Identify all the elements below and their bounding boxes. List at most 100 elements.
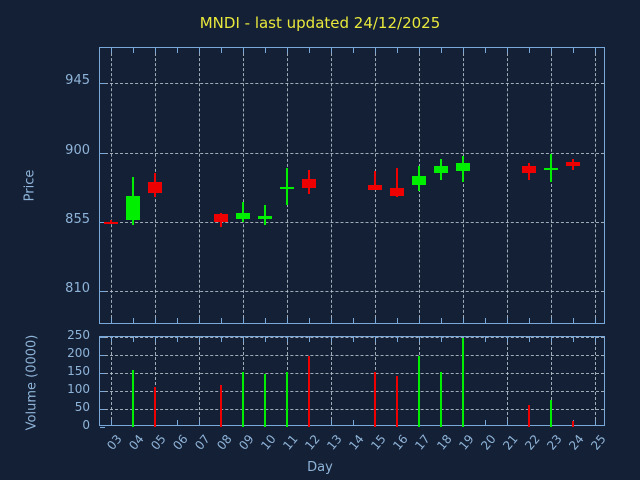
volume-bar — [286, 372, 288, 427]
day-tick — [309, 48, 310, 53]
candle-body — [390, 188, 404, 196]
candle-body — [280, 186, 294, 189]
day-tick — [595, 48, 596, 53]
volume-plot-area — [99, 336, 605, 428]
day-tick — [595, 337, 596, 342]
candle-body — [148, 181, 162, 193]
price-plot-area — [99, 47, 605, 324]
day-gridline — [595, 337, 596, 425]
day-tick — [375, 318, 376, 323]
day-tick — [243, 337, 244, 342]
day-tick — [177, 337, 178, 342]
day-tick — [331, 337, 332, 342]
day-tick — [441, 48, 442, 53]
candle-wick — [242, 201, 244, 222]
day-tick — [397, 48, 398, 53]
day-tick — [375, 337, 376, 342]
volume-gridline — [100, 355, 604, 356]
day-gridline — [199, 48, 200, 323]
day-tick — [199, 318, 200, 323]
day-gridline — [551, 48, 552, 323]
candle-body — [236, 212, 250, 219]
day-gridline — [111, 48, 112, 323]
day-tick — [331, 420, 332, 425]
day-tick — [551, 48, 552, 53]
day-tick — [331, 48, 332, 53]
candle-wick — [286, 168, 288, 205]
day-gridline — [155, 337, 156, 425]
day-tick — [485, 318, 486, 323]
day-tick — [111, 318, 112, 323]
day-gridline — [331, 48, 332, 323]
price-axis-tick — [100, 83, 106, 85]
day-tick — [331, 318, 332, 323]
candle-wick — [374, 171, 376, 190]
candle-wick — [264, 204, 266, 225]
day-tick — [397, 318, 398, 323]
day-gridline — [199, 337, 200, 425]
day-tick — [199, 48, 200, 53]
candle-body — [566, 161, 580, 167]
day-tick — [111, 420, 112, 425]
day-gridline — [595, 48, 596, 323]
volume-axis-tick — [100, 355, 105, 356]
volume-bar — [528, 404, 530, 427]
volume-tick-label: 250 — [67, 328, 90, 342]
day-gridline — [507, 48, 508, 323]
day-tick — [441, 337, 442, 342]
volume-gridline — [100, 373, 604, 374]
day-tick — [529, 318, 530, 323]
day-tick — [133, 318, 134, 323]
day-tick — [551, 337, 552, 342]
day-tick — [529, 48, 530, 53]
price-gridline — [100, 83, 604, 85]
volume-tick-label: 200 — [67, 346, 90, 360]
price-tick-label: 855 — [65, 211, 90, 227]
day-tick — [353, 420, 354, 425]
day-tick — [243, 48, 244, 53]
price-gridline — [100, 221, 604, 223]
volume-bar — [308, 356, 310, 427]
volume-bar — [242, 372, 244, 427]
day-tick — [177, 48, 178, 53]
day-tick — [111, 337, 112, 342]
day-gridline — [551, 337, 552, 425]
day-gridline — [331, 337, 332, 425]
day-gridline — [111, 337, 112, 425]
candle-wick — [110, 220, 112, 224]
day-tick — [309, 318, 310, 323]
volume-bar — [418, 356, 420, 427]
day-tick — [177, 420, 178, 425]
day-tick — [353, 337, 354, 342]
day-tick — [573, 318, 574, 323]
candle-body — [412, 175, 426, 185]
volume-bar — [550, 399, 552, 427]
day-tick — [111, 48, 112, 53]
candle-body — [104, 221, 118, 224]
day-tick — [221, 48, 222, 53]
day-tick — [353, 318, 354, 323]
day-tick — [375, 48, 376, 53]
day-tick — [485, 337, 486, 342]
day-tick — [485, 420, 486, 425]
day-tick — [177, 318, 178, 323]
volume-bar — [154, 387, 156, 427]
volume-tick-label: 150 — [67, 364, 90, 378]
volume-bar — [396, 375, 398, 427]
volume-bar — [572, 420, 574, 427]
candle-body — [434, 166, 448, 173]
day-tick — [221, 318, 222, 323]
day-tick — [265, 318, 266, 323]
candle-body — [522, 166, 536, 173]
day-tick — [265, 337, 266, 342]
day-tick — [287, 48, 288, 53]
volume-tick-label: 50 — [74, 400, 90, 414]
day-tick — [243, 318, 244, 323]
candle-body — [544, 168, 558, 171]
page-title: MNDI - last updated 24/12/2025 — [199, 14, 441, 32]
day-tick — [287, 318, 288, 323]
volume-tick-label: 0 — [82, 418, 90, 432]
candle-wick — [550, 154, 552, 182]
day-tick — [353, 48, 354, 53]
